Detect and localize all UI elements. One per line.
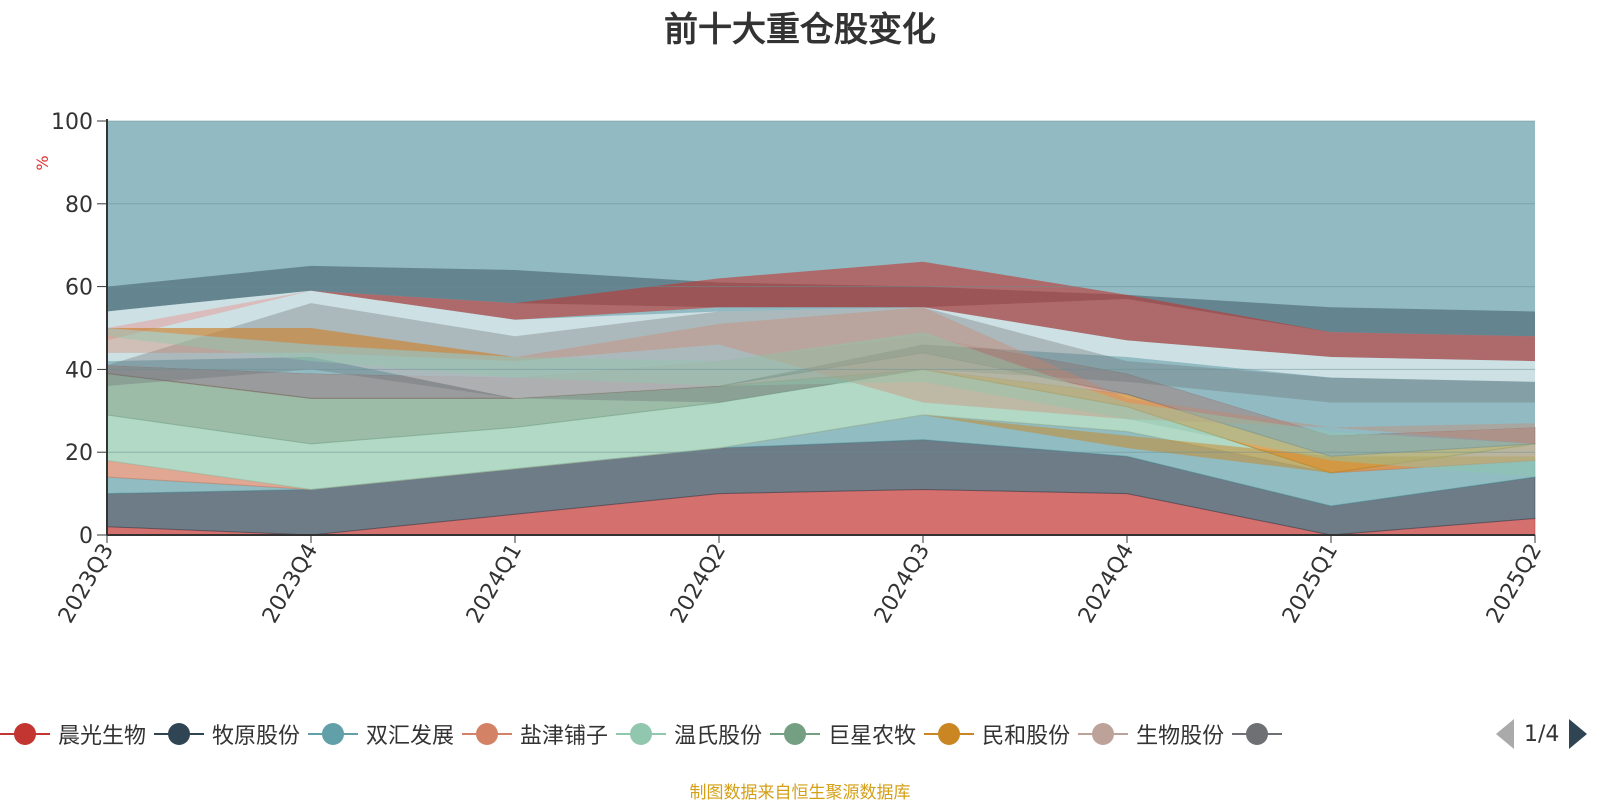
x-tick-label-1: 2023Q4 bbox=[258, 540, 323, 628]
x-tick-label-0: 2023Q3 bbox=[54, 540, 119, 628]
overlay-band-4 bbox=[107, 307, 1535, 444]
legend-item-5[interactable]: 巨星农牧 bbox=[770, 716, 916, 752]
y-tick-label-2: 40 bbox=[65, 358, 93, 383]
legend-marker-icon bbox=[1232, 721, 1283, 747]
x-tick-label-5: 2024Q4 bbox=[1074, 540, 1139, 628]
source-note: 制图数据来自恒生聚源数据库 bbox=[689, 783, 911, 803]
legend-marker-icon bbox=[0, 721, 50, 747]
legend-label: 牧原股份 bbox=[212, 724, 301, 749]
legend-label: 巨星农牧 bbox=[828, 724, 917, 749]
legend-label: 双汇发展 bbox=[366, 724, 455, 749]
legend-label: 晨光生物 bbox=[58, 724, 147, 749]
legend-item-2[interactable]: 双汇发展 bbox=[308, 716, 454, 752]
legend-page-label: 1/4 bbox=[1524, 721, 1560, 747]
legend-prev-page-icon[interactable] bbox=[1496, 719, 1514, 749]
legend-item-6[interactable]: 民和股份 bbox=[924, 716, 1070, 752]
legend-label: 温氏股份 bbox=[674, 724, 763, 749]
legend-label: 生物股份 bbox=[1136, 724, 1225, 749]
legend-item-3[interactable]: 盐津铺子 bbox=[462, 716, 608, 752]
legend-item-0[interactable]: 晨光生物 bbox=[0, 716, 146, 752]
overlay-band-5 bbox=[107, 328, 1535, 473]
overlay-band-2 bbox=[107, 290, 1535, 399]
overlay-band-6 bbox=[107, 328, 1535, 478]
x-tick-label-2: 2024Q1 bbox=[462, 540, 527, 628]
y-tick-label-3: 60 bbox=[65, 276, 93, 301]
legend-marker-icon bbox=[1078, 721, 1129, 747]
chart-title: 前十大重仓股变化 bbox=[664, 10, 936, 50]
overlay-layer bbox=[107, 261, 1535, 478]
legend-pager[interactable]: 1/4 bbox=[1496, 716, 1600, 752]
legend-marker-icon bbox=[616, 721, 667, 747]
legend-label: 民和股份 bbox=[982, 724, 1071, 749]
stacked-area-chart: 0 20 40 60 80 100 2023Q3 2023Q4 2024Q1 2024Q2 2024… bbox=[33, 110, 1547, 628]
legend-marker-icon bbox=[770, 721, 821, 747]
legend-marker-icon bbox=[462, 721, 513, 747]
legend[interactable]: 晨光生物 牧原股份 双汇发展 盐津铺子 温氏股份 巨星农牧 民和股份 生物股份 bbox=[0, 716, 1480, 756]
y-tick-label-1: 20 bbox=[65, 441, 93, 466]
legend-marker-icon bbox=[308, 721, 359, 747]
y-axis-unit-label: % bbox=[33, 155, 52, 170]
legend-item-1[interactable]: 牧原股份 bbox=[154, 716, 300, 752]
gridlines bbox=[107, 120, 1535, 453]
legend-item-8[interactable] bbox=[1232, 716, 1290, 752]
legend-next-page-icon[interactable] bbox=[1569, 719, 1588, 749]
y-tick-label-5: 100 bbox=[51, 110, 93, 135]
x-tick-label-6: 2025Q1 bbox=[1278, 540, 1343, 628]
legend-marker-icon bbox=[154, 721, 205, 747]
legend-item-7[interactable]: 生物股份 bbox=[1078, 716, 1224, 752]
y-tick-label-0: 0 bbox=[79, 524, 93, 549]
x-tick-label-7: 2025Q2 bbox=[1482, 540, 1547, 628]
x-tick-label-4: 2024Q3 bbox=[870, 540, 935, 628]
overlay-band-1 bbox=[107, 261, 1535, 362]
legend-item-4[interactable]: 温氏股份 bbox=[616, 716, 762, 752]
x-tick-label-3: 2024Q2 bbox=[666, 540, 731, 628]
y-tick-label-4: 80 bbox=[65, 193, 93, 218]
legend-label: 盐津铺子 bbox=[520, 724, 609, 749]
legend-marker-icon bbox=[924, 721, 975, 747]
overlay-band-3 bbox=[107, 303, 1535, 403]
